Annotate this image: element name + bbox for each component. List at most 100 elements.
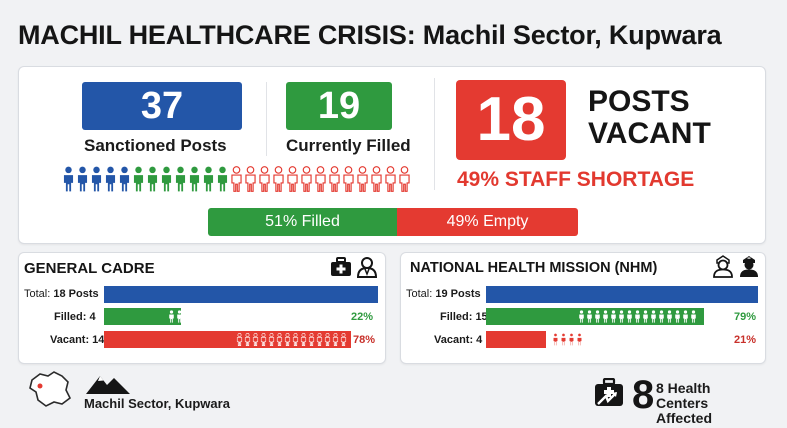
sanctioned-label: Sanctioned Posts xyxy=(84,136,227,155)
person-icon xyxy=(217,166,228,192)
person-outline-icon xyxy=(340,333,347,346)
person-outline-icon xyxy=(273,166,284,192)
person-icon xyxy=(175,166,186,192)
empty-segment: 49% Empty xyxy=(397,208,578,236)
person-icon xyxy=(603,310,608,323)
person-icon xyxy=(189,166,200,192)
person-icon xyxy=(91,166,102,192)
person-outline-icon xyxy=(292,333,299,346)
general-cadre-filled-people xyxy=(168,310,199,323)
person-outline-icon xyxy=(385,166,396,192)
nurse-icon xyxy=(740,256,758,277)
person-icon xyxy=(587,310,592,323)
health-centers-line2: Affected xyxy=(656,410,713,426)
nhm-filled-label: Filled: 15 xyxy=(440,311,488,323)
person-outline-icon xyxy=(552,333,559,346)
person-icon xyxy=(635,310,640,323)
total-value: 18 Posts xyxy=(53,288,99,300)
nhm-vacant-bar xyxy=(486,331,546,348)
person-outline-icon xyxy=(236,333,243,346)
general-cadre-vacant-label: Vacant: 14 xyxy=(50,334,105,346)
nhm-filled-bar xyxy=(486,308,704,325)
filled-empty-bar: 51% Filled 49% Empty xyxy=(208,208,578,236)
location-marker-icon xyxy=(37,383,43,389)
vacant-value: 18 xyxy=(456,80,566,160)
person-outline-icon xyxy=(316,333,323,346)
filled-label: Currently Filled xyxy=(286,136,411,155)
person-icon xyxy=(683,310,688,323)
person-icon xyxy=(691,310,696,323)
person-icon xyxy=(77,166,88,192)
health-centers-line1: 8 Health Centers xyxy=(656,380,711,411)
nhm-vacant-people xyxy=(552,333,583,346)
person-icon xyxy=(193,310,198,323)
divider xyxy=(266,82,267,156)
person-outline-icon xyxy=(268,333,275,346)
person-outline-icon xyxy=(329,166,340,192)
health-centers-count: 8 xyxy=(632,373,655,417)
person-icon xyxy=(595,310,600,323)
total-label: Total: xyxy=(406,288,433,300)
nhm-icons xyxy=(712,255,760,278)
person-icon xyxy=(659,310,664,323)
person-icon xyxy=(611,310,616,323)
general-cadre-filled-pct: 22% xyxy=(351,311,374,323)
total-label: Total: xyxy=(24,288,51,300)
divider xyxy=(434,78,435,190)
filled-segment: 51% Filled xyxy=(208,208,397,236)
person-icon xyxy=(119,166,130,192)
person-outline-icon xyxy=(301,166,312,192)
person-outline-icon xyxy=(244,333,251,346)
health-centers-label: 8 Health Centers Affected xyxy=(656,381,766,426)
person-outline-icon xyxy=(560,333,567,346)
person-outline-icon xyxy=(315,166,326,192)
person-outline-icon xyxy=(324,333,331,346)
staff-shortage-text: 49% STAFF SHORTAGE xyxy=(457,168,695,191)
nurse-icon xyxy=(713,255,733,278)
posts-vacant-label: POSTS VACANT xyxy=(588,86,711,150)
nhm-filled-people xyxy=(578,310,697,323)
map-icon xyxy=(29,371,72,407)
person-icon xyxy=(675,310,680,323)
person-icon xyxy=(619,310,624,323)
person-icon xyxy=(579,310,584,323)
person-icon xyxy=(105,166,116,192)
nhm-title: NATIONAL HEALTH MISSION (NHM) xyxy=(410,260,658,276)
person-outline-icon xyxy=(245,166,256,192)
person-outline-icon xyxy=(284,333,291,346)
person-outline-icon xyxy=(357,166,368,192)
person-icon xyxy=(169,310,174,323)
health-center-icon xyxy=(595,378,623,406)
person-outline-icon xyxy=(259,166,270,192)
person-icon xyxy=(177,310,182,323)
nhm-vacant-label: Vacant: 4 xyxy=(434,334,483,346)
general-cadre-total-bar xyxy=(104,286,378,303)
person-icon xyxy=(203,166,214,192)
person-icon xyxy=(643,310,648,323)
general-cadre-title: GENERAL CADRE xyxy=(24,260,155,277)
mountain-icon xyxy=(86,376,130,394)
nhm-total-bar xyxy=(486,286,758,303)
person-outline-icon xyxy=(260,333,267,346)
person-outline-icon xyxy=(371,166,382,192)
first-aid-kit-icon xyxy=(331,257,351,276)
person-outline-icon xyxy=(332,333,339,346)
person-outline-icon xyxy=(576,333,583,346)
staff-people-icons xyxy=(62,166,411,192)
person-outline-icon xyxy=(399,166,410,192)
general-cadre-icons xyxy=(330,256,378,278)
nhm-vacant-pct: 21% xyxy=(734,334,757,346)
nhm-filled-pct: 79% xyxy=(734,311,757,323)
filled-value: 19 xyxy=(286,82,392,130)
person-icon xyxy=(133,166,144,192)
doctor-icon xyxy=(356,257,378,278)
nhm-total-label: Total: 19 Posts xyxy=(406,288,481,300)
posts-vacant-line1: POSTS xyxy=(588,85,690,118)
general-cadre-filled-bar xyxy=(104,308,181,325)
person-icon xyxy=(651,310,656,323)
person-icon xyxy=(161,166,172,192)
person-outline-icon xyxy=(252,333,259,346)
person-icon xyxy=(63,166,74,192)
posts-vacant-line2: VACANT xyxy=(588,117,711,150)
person-icon xyxy=(147,166,158,192)
